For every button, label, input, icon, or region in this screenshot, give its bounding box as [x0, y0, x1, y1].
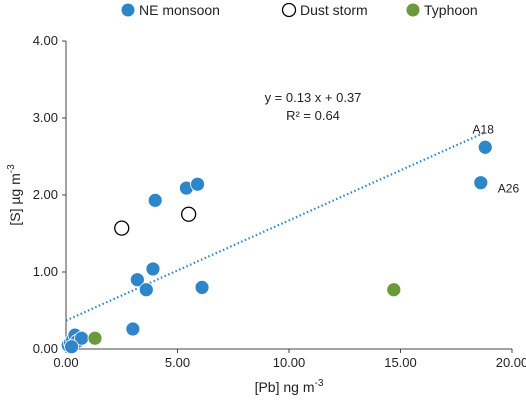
legend: NE monsoon Dust storm Typhoon: [121, 2, 478, 18]
trendline-equation: y = 0.13 x + 0.37: [265, 90, 362, 105]
x-tick-label: 20.00: [496, 355, 526, 370]
legend-label: Typhoon: [424, 2, 478, 18]
y-tick-label: 3.00: [33, 110, 58, 125]
data-point-dust-storm: [114, 220, 130, 236]
data-point-ne-monsoon: [473, 175, 489, 191]
data-point-ne-monsoon: [125, 321, 141, 337]
r-squared-label: R² = 0.64: [286, 108, 340, 123]
x-tick-label: 15.00: [384, 355, 417, 370]
x-axis-label: [Pb] ng m-3: [255, 378, 324, 395]
data-point-ne-monsoon: [477, 139, 493, 155]
point-label: A18: [473, 122, 495, 136]
ticks: 0.00 5.00 10.00 15.00 20.00 0.00 1.00 2.00 3.00 4…: [33, 33, 526, 370]
x-tick-label: 0.00: [53, 355, 78, 370]
y-axis-label-text: [S] µg m: [7, 173, 23, 225]
x-axis-label-text: [Pb] ng m: [255, 379, 315, 395]
legend-marker: [406, 3, 420, 17]
trendline: [65, 131, 486, 322]
data-point-ne-monsoon: [190, 176, 205, 192]
data-points: A18 A26: [60, 122, 520, 355]
legend-marker: [281, 2, 297, 18]
point-label: A26: [498, 182, 520, 196]
legend-marker: [121, 3, 135, 17]
y-tick-label: 4.00: [33, 33, 58, 48]
legend-label: Dust storm: [300, 2, 368, 18]
data-point-typhoon: [87, 330, 103, 346]
data-point-ne-monsoon: [129, 272, 145, 288]
data-point-dust-storm: [180, 206, 197, 222]
legend-label: NE monsoon: [139, 2, 220, 18]
axes: [65, 41, 512, 350]
data-point-ne-monsoon: [194, 279, 210, 295]
data-point-typhoon: [386, 282, 402, 298]
y-axis-label: [S] µg m-3: [6, 164, 23, 226]
y-tick-label: 1.00: [33, 264, 58, 279]
data-point-ne-monsoon: [138, 282, 154, 298]
data-point-ne-monsoon: [147, 192, 163, 208]
y-tick-label: 0.00: [33, 341, 58, 356]
data-point-ne-monsoon: [145, 261, 161, 277]
x-axis-label-superscript: -3: [315, 378, 324, 389]
x-tick-label: 10.00: [273, 355, 306, 370]
trendline-group: [65, 131, 486, 322]
y-axis-label-superscript: -3: [6, 164, 17, 173]
x-tick-label: 5.00: [165, 355, 190, 370]
y-tick-label: 2.00: [33, 187, 58, 202]
data-point-ne-monsoon: [64, 339, 79, 355]
